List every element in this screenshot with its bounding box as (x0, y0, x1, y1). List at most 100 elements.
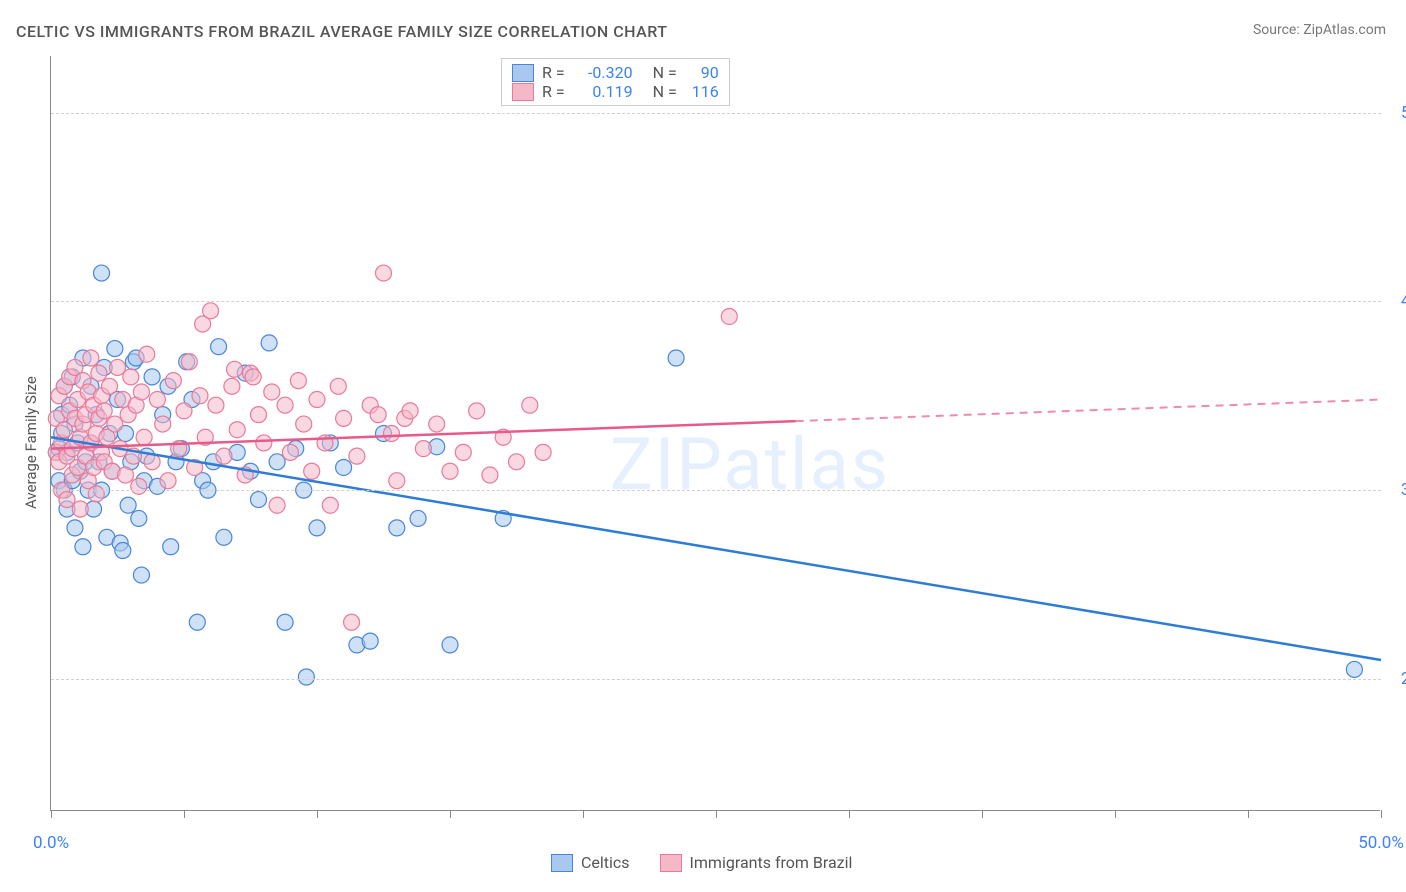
x-tick (583, 810, 584, 818)
data-point (83, 350, 99, 366)
stats-legend-row: R =0.119N =116 (512, 82, 719, 101)
x-tick (716, 810, 717, 818)
data-point (133, 567, 149, 583)
data-point (469, 403, 485, 419)
data-point (429, 416, 445, 432)
y-tick-label: 4.00 (1401, 291, 1406, 311)
chart-title: CELTIC VS IMMIGRANTS FROM BRAZIL AVERAGE… (16, 22, 668, 41)
data-point (668, 350, 684, 366)
data-point (482, 467, 498, 483)
data-point (410, 510, 426, 526)
gridline (51, 490, 1381, 491)
data-point (304, 463, 320, 479)
data-point (229, 422, 245, 438)
data-point (123, 369, 139, 385)
data-point (133, 384, 149, 400)
data-point (115, 543, 131, 559)
data-point (264, 384, 280, 400)
data-point (370, 407, 386, 423)
data-point (139, 346, 155, 362)
legend-item: Celtics (551, 853, 630, 872)
data-point (362, 633, 378, 649)
x-tick-label: 0.0% (33, 833, 69, 853)
x-tick (1248, 810, 1249, 818)
data-point (282, 444, 298, 460)
data-point (227, 361, 243, 377)
legend-swatch (512, 83, 534, 101)
legend-label: Immigrants from Brazil (690, 853, 853, 872)
data-point (107, 341, 123, 357)
data-point (211, 339, 227, 355)
data-point (165, 373, 181, 389)
data-point (224, 378, 240, 394)
data-point (296, 416, 312, 432)
legend-swatch (660, 854, 682, 872)
data-point (72, 501, 88, 517)
data-point (160, 473, 176, 489)
data-point (336, 410, 352, 426)
data-point (149, 392, 165, 408)
stat-n-value: 116 (685, 82, 719, 101)
stat-r-label: R = (542, 63, 565, 82)
data-point (389, 473, 405, 489)
scatter-plot: ZIPatlas 2.003.004.005.000.0%50.0%R =-0.… (50, 56, 1380, 811)
data-point (203, 303, 219, 319)
data-point (192, 388, 208, 404)
data-point (91, 365, 107, 381)
data-point (107, 416, 123, 432)
stats-legend-row: R =-0.320N =90 (512, 63, 719, 82)
data-point (96, 403, 112, 419)
data-point (136, 429, 152, 445)
data-point (245, 369, 261, 385)
data-point (336, 459, 352, 475)
data-point (535, 444, 551, 460)
data-point (250, 492, 266, 508)
y-tick-label: 2.00 (1401, 669, 1406, 689)
data-point (216, 529, 232, 545)
y-axis-label: Average Family Size (22, 376, 40, 509)
data-point (1346, 661, 1362, 677)
gridline (51, 113, 1381, 114)
data-point (322, 497, 338, 513)
stats-legend: R =-0.320N =90R =0.119N =116 (501, 58, 730, 106)
source-attribution: Source: ZipAtlas.com (1253, 22, 1386, 38)
x-tick (1381, 810, 1382, 818)
legend-label: Celtics (581, 853, 630, 872)
data-point (442, 463, 458, 479)
data-point (442, 637, 458, 653)
data-point (383, 426, 399, 442)
y-tick-label: 3.00 (1401, 480, 1406, 500)
plot-svg (51, 56, 1381, 811)
data-point (721, 308, 737, 324)
data-point (163, 539, 179, 555)
data-point (155, 416, 171, 432)
trend-line-extrapolated (796, 400, 1381, 422)
data-point (261, 335, 277, 351)
data-point (181, 354, 197, 370)
data-point (59, 492, 75, 508)
data-point (75, 539, 91, 555)
stat-r-label: R = (542, 82, 565, 101)
data-point (269, 454, 285, 470)
data-point (216, 448, 232, 464)
data-point (415, 441, 431, 457)
data-point (402, 403, 418, 419)
legend-swatch (512, 64, 534, 82)
data-point (349, 448, 365, 464)
stat-r-value: -0.320 (573, 63, 633, 82)
data-point (455, 444, 471, 460)
y-tick-label: 5.00 (1401, 103, 1406, 123)
legend-swatch (551, 854, 573, 872)
data-point (176, 403, 192, 419)
series-legend: Celtics Immigrants from Brazil (551, 853, 852, 872)
data-point (117, 467, 133, 483)
data-point (269, 497, 285, 513)
data-point (256, 435, 272, 451)
gridline (51, 301, 1381, 302)
stat-n-label: N = (653, 82, 677, 101)
data-point (189, 614, 205, 630)
data-point (277, 397, 293, 413)
data-point (88, 486, 104, 502)
x-tick (1115, 810, 1116, 818)
data-point (290, 373, 306, 389)
